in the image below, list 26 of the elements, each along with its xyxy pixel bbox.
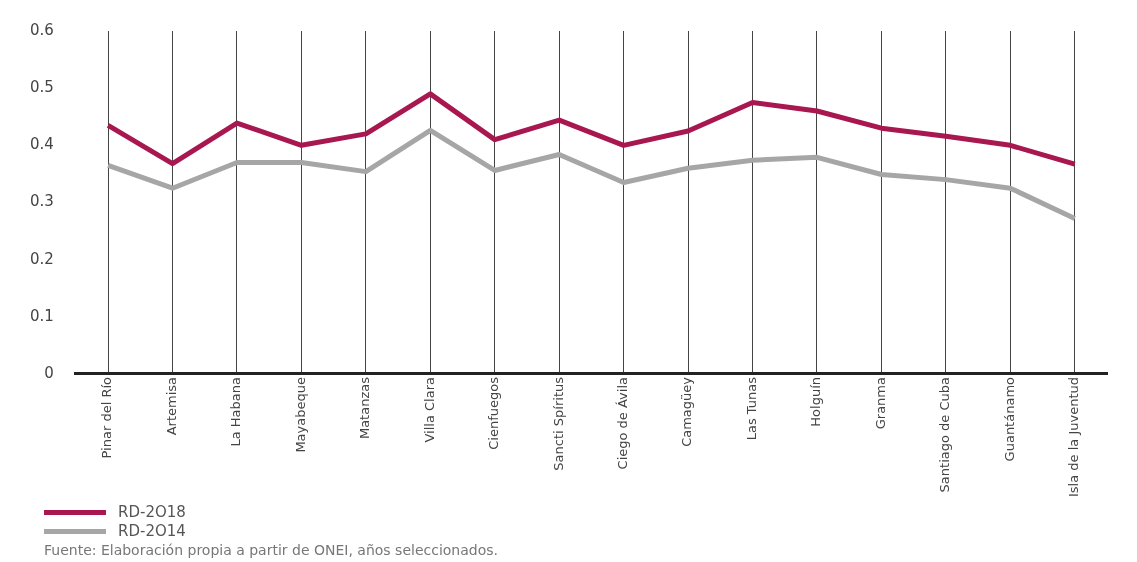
y-tick-label: 0.3 [30, 192, 54, 211]
y-tick-label: 0.6 [30, 20, 54, 39]
y-tick-label: 0.4 [30, 135, 54, 154]
source-note: Fuente: Elaboración propia a partir de ONEI, años seleccionados. [44, 542, 499, 558]
legend-label: RD-2O14 [118, 522, 186, 541]
y-tick-label: 0.2 [30, 249, 54, 268]
x-tick-label: Mayabeque [292, 377, 308, 453]
x-tick-label: Guantánamo [1001, 376, 1017, 462]
x-tick-label: Villa Clara [421, 377, 437, 443]
x-tick-label: Cienfuegos [486, 376, 502, 450]
y-tick-label: 0 [44, 363, 54, 382]
x-tick-label: Pinar del Río [99, 376, 115, 459]
x-tick-label: Holguín [808, 377, 824, 427]
x-tick-label: Santiago de Cuba [937, 377, 953, 493]
x-tick-label: Sancti Spíritus [550, 376, 566, 471]
y-tick-label: 0.1 [30, 306, 54, 325]
x-tick-label: Matanzas [357, 376, 373, 440]
x-tick-label: Artemisa [163, 377, 179, 436]
y-tick-label: 0.5 [30, 78, 54, 97]
x-tick-label: Ciego de Ávila [615, 377, 631, 470]
x-tick-label: Granma [872, 377, 888, 430]
x-tick-label: Isla de la Juventud [1066, 377, 1082, 498]
x-tick-label: Camagüey [679, 376, 695, 447]
x-tick-label: Las Tunas [743, 376, 759, 441]
x-tick-label: La Habana [228, 377, 244, 447]
legend-label: RD-2O18 [118, 503, 186, 522]
